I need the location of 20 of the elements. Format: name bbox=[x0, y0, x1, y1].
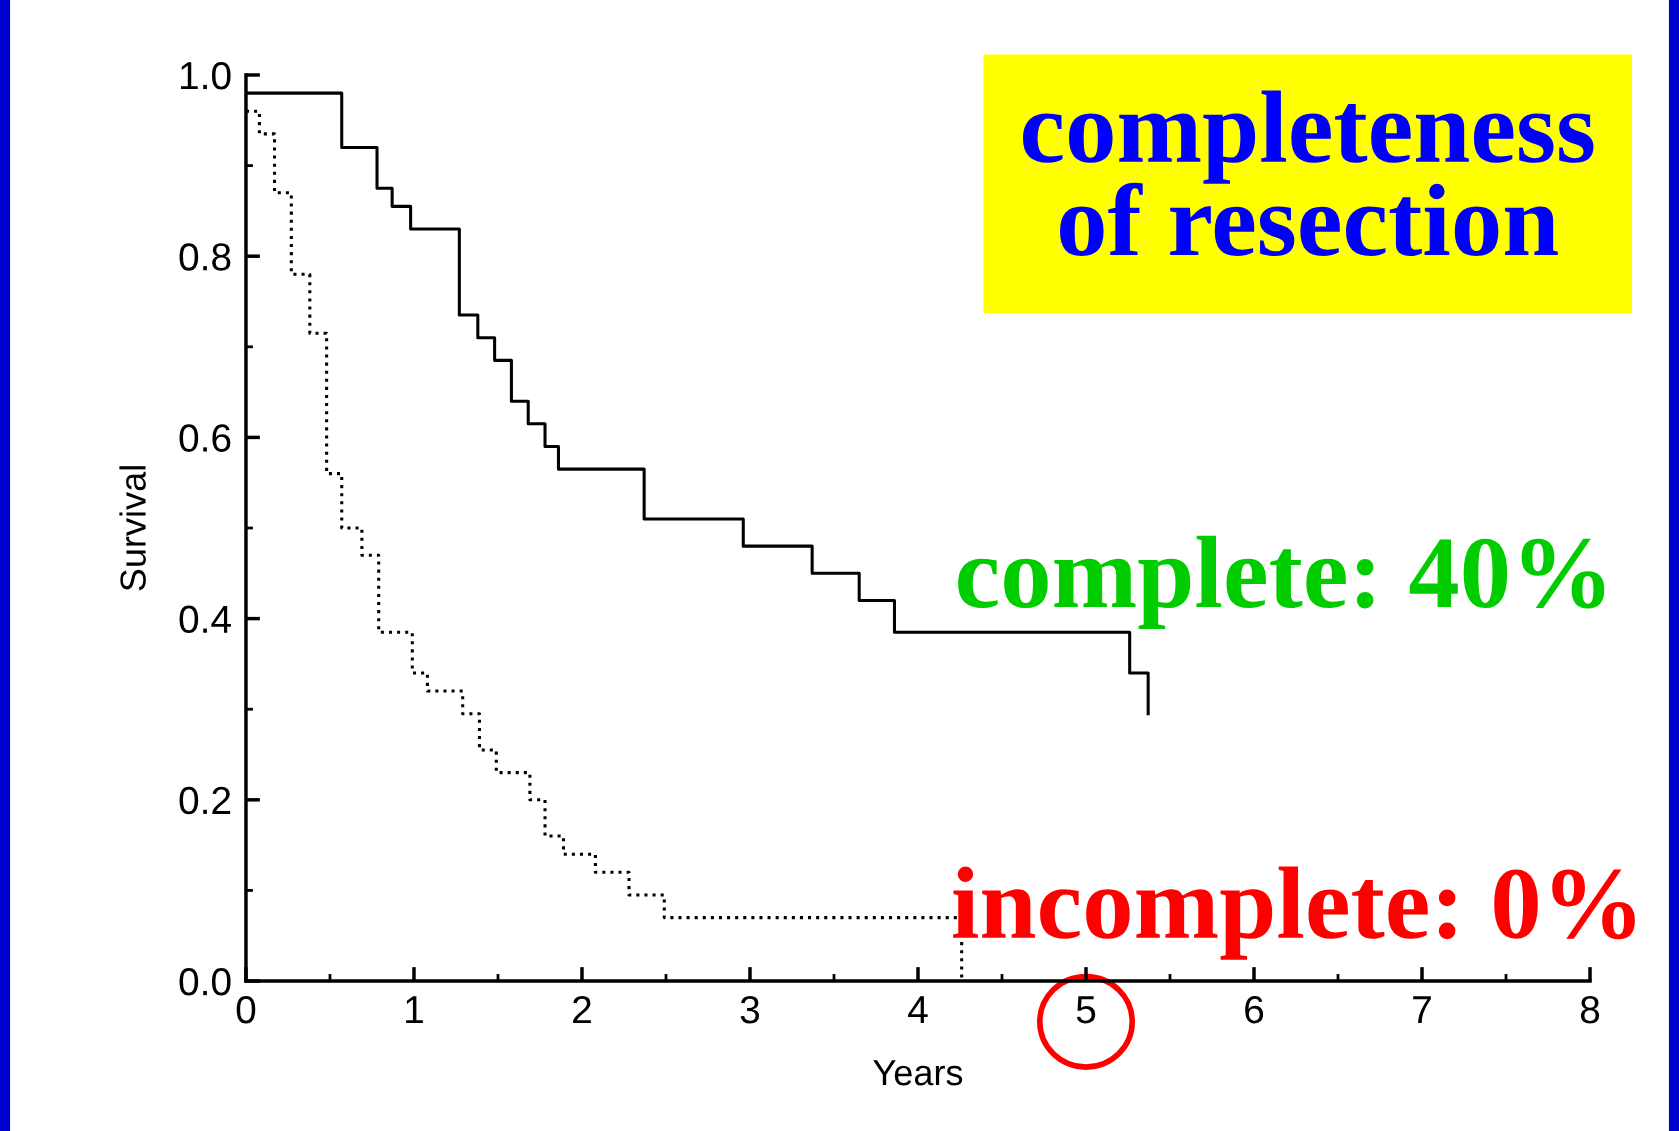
x-tick-label: 1 bbox=[406, 996, 423, 1024]
x-tick-label: 3 bbox=[740, 995, 760, 1024]
y-tick-label: 0.6 bbox=[179, 424, 231, 452]
x-tick-label: 6 bbox=[1245, 995, 1264, 1024]
annotation: complete: 40% bbox=[958, 535, 1605, 629]
y-tick-label: 0.0 bbox=[179, 967, 231, 996]
y-tick-label: 0.2 bbox=[179, 786, 231, 815]
x-tick-label: 7 bbox=[1413, 996, 1431, 1024]
y-tick-label: 0.8 bbox=[179, 243, 231, 271]
y-axis-title: Survival bbox=[119, 466, 146, 591]
x-axis-title: Years bbox=[873, 1060, 963, 1086]
x-tick-label: 4 bbox=[908, 996, 928, 1024]
y-tick-label: 0.4 bbox=[179, 605, 231, 634]
x-tick-label: 2 bbox=[573, 995, 591, 1024]
x-tick-label: 8 bbox=[1580, 995, 1600, 1024]
annotation: incomplete: 0% bbox=[953, 866, 1635, 960]
annotation: completeness of resection bbox=[1022, 90, 1594, 257]
x-tick-label: 5 bbox=[1076, 996, 1096, 1024]
x-tick-label: 0 bbox=[236, 995, 256, 1024]
y-tick-label: 1.0 bbox=[180, 61, 231, 90]
